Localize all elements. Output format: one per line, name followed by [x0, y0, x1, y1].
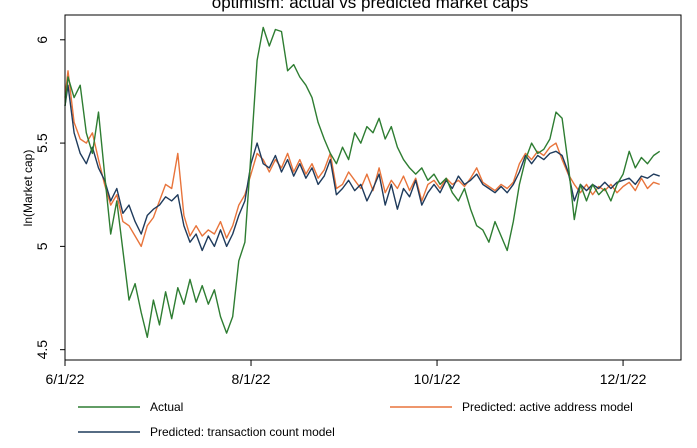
- y-tick-label: 6: [34, 36, 50, 44]
- y-tick-label: 5.5: [34, 133, 50, 153]
- series-layer: [64, 26, 661, 338]
- y-tick-label: 4.5: [34, 340, 50, 360]
- legend: Actual Predicted: active address model Pre…: [78, 400, 633, 439]
- series-line-predicted-transaction-count-model: [64, 84, 660, 252]
- x-axis-ticks: 6/1/22 8/1/22 10/1/22 12/1/22: [46, 360, 647, 387]
- legend-label-predicted-active-address-model: Predicted: active address model: [462, 400, 633, 414]
- x-tick-label: 10/1/22: [414, 371, 461, 387]
- x-tick-label: 6/1/22: [46, 371, 85, 387]
- x-tick-label: 12/1/22: [600, 371, 647, 387]
- y-axis-ticks: 4.5 5 5.5 6: [34, 36, 65, 360]
- legend-label-actual: Actual: [150, 400, 183, 414]
- legend-label-predicted-transaction-count-model: Predicted: transaction count model: [150, 425, 335, 439]
- y-tick-label: 5: [34, 242, 50, 250]
- series-line-actual: [64, 26, 661, 338]
- chart-title: optimism: actual vs predicted market cap…: [212, 0, 529, 12]
- y-axis-title: ln(Market cap): [21, 150, 35, 227]
- x-tick-label: 8/1/22: [232, 371, 271, 387]
